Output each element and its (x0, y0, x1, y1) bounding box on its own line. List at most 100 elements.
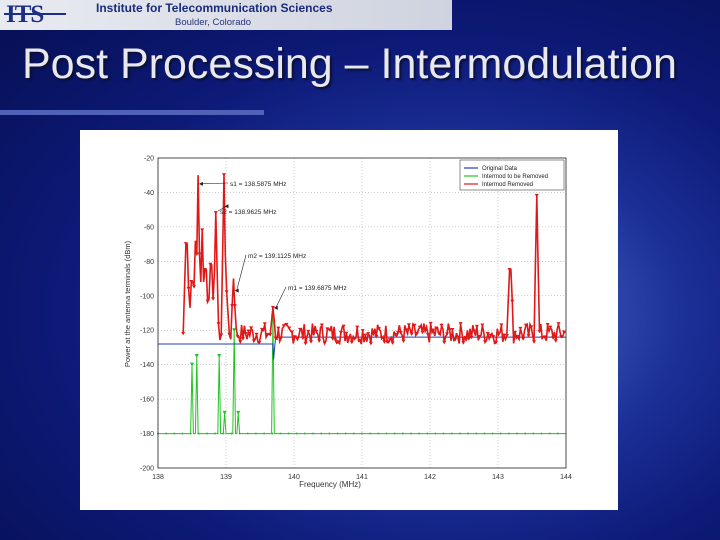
green-baseline-dot (499, 432, 502, 435)
institute-location: Boulder, Colorado (175, 17, 252, 28)
red-marker (309, 340, 313, 344)
red-marker (377, 327, 381, 331)
green-baseline-dot (222, 432, 225, 435)
red-marker (284, 322, 289, 327)
red-marker (428, 321, 433, 326)
red-marker (374, 335, 379, 339)
red-marker (453, 337, 458, 342)
green-baseline-dot (189, 432, 192, 435)
red-marker (219, 333, 224, 337)
red-marker (246, 329, 251, 334)
red-marker (431, 328, 436, 333)
red-marker (344, 331, 349, 336)
green-baseline-dot (165, 432, 168, 435)
red-marker (450, 328, 455, 332)
red-marker (251, 339, 256, 343)
green-baseline-dot (287, 432, 290, 435)
red-marker (197, 252, 202, 256)
red-marker (518, 326, 523, 331)
y-tick-label: -80 (144, 259, 154, 266)
red-marker (338, 330, 343, 335)
red-marker (303, 341, 308, 346)
x-tick-label: 142 (424, 474, 436, 481)
red-marker (379, 336, 384, 340)
red-marker (442, 340, 447, 345)
y-tick-label: -40 (144, 190, 154, 197)
red-marker (561, 330, 566, 335)
annotation-arrowhead (273, 305, 278, 310)
red-marker (211, 297, 216, 301)
red-marker (230, 304, 235, 308)
green-baseline-dot (205, 432, 208, 435)
green-baseline-dot (385, 432, 388, 435)
red-marker (425, 332, 430, 337)
y-tick-label: -100 (140, 293, 154, 300)
red-marker (526, 334, 531, 338)
red-marker (396, 330, 401, 335)
red-marker (483, 340, 488, 344)
spectrum-chart: 138 139 140 141 142 143 144 -20 -40 -60 -80 -100 -12… (123, 156, 572, 490)
red-marker (458, 322, 463, 326)
y-tick-label: -20 (144, 156, 154, 163)
red-marker (232, 304, 237, 308)
green-baseline-dot (393, 432, 396, 435)
red-marker (510, 299, 515, 304)
red-marker (287, 326, 292, 331)
x-tick-label: 139 (220, 474, 232, 481)
green-marker (217, 354, 222, 359)
green-baseline-dot (401, 432, 404, 435)
green-baseline-dot (312, 432, 315, 435)
red-marker (474, 324, 479, 329)
red-marker (496, 332, 501, 337)
red-marker (491, 335, 496, 339)
red-marker (439, 323, 444, 328)
red-marker (325, 327, 330, 331)
red-marker (202, 267, 207, 272)
y-tick-label: -160 (140, 397, 154, 404)
red-marker (409, 332, 414, 337)
red-marker (322, 341, 327, 345)
red-marker (317, 339, 322, 343)
red-marker (447, 328, 452, 332)
red-marker (341, 324, 346, 329)
green-baseline-dot (303, 432, 306, 435)
red-marker (336, 340, 341, 344)
red-marker (221, 173, 226, 177)
green-baseline-dot (442, 432, 445, 435)
x-tick-label: 138 (152, 474, 164, 481)
legend-entry: Intermod Removed (482, 182, 533, 188)
x-tick-label: 143 (492, 474, 504, 481)
green-baseline-dot (361, 432, 363, 435)
red-marker (235, 334, 240, 339)
red-marker (328, 328, 333, 332)
red-marker (357, 338, 362, 343)
slide-title: Post Processing – Intermodulation (22, 40, 677, 88)
green-baseline-dot (524, 432, 527, 435)
red-marker (183, 242, 188, 246)
chart-grid (157, 157, 567, 469)
red-marker (472, 329, 477, 334)
x-tick-label: 141 (356, 474, 368, 481)
annotation-arrow (217, 205, 227, 212)
legend-entry: Intermod to be Removed (482, 174, 548, 180)
red-marker (488, 333, 493, 338)
red-marker (390, 341, 395, 345)
red-marker (306, 329, 311, 334)
green-baseline-dot (507, 432, 510, 435)
red-marker (420, 330, 425, 335)
green-baseline-dot (328, 432, 331, 435)
red-marker (224, 290, 229, 294)
annotation-arrow (275, 286, 287, 308)
green-baseline-dot (320, 432, 323, 435)
red-marker (553, 339, 558, 343)
y-tick-label: -120 (140, 328, 154, 335)
green-baseline-dot (369, 432, 372, 435)
red-marker (292, 335, 297, 339)
red-marker (181, 331, 186, 336)
green-baseline-dot (214, 432, 217, 435)
series-intermod-removed (182, 175, 566, 346)
x-tick-label: 144 (560, 474, 572, 481)
red-marker (385, 340, 390, 344)
red-marker (406, 323, 411, 327)
green-baseline-dot (336, 432, 339, 435)
